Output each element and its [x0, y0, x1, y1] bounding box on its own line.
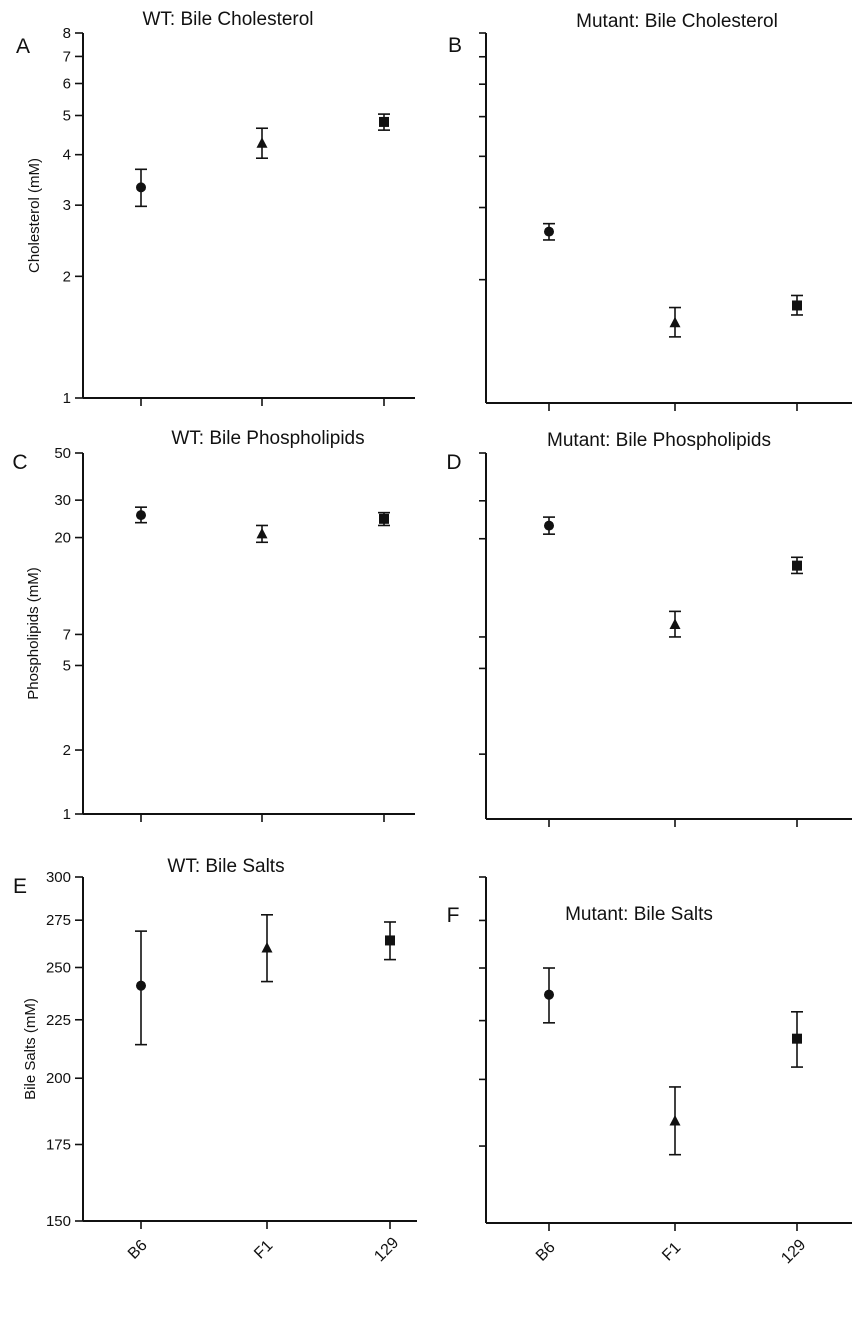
- y-tick-label: 5: [63, 107, 71, 124]
- data-point-129: [378, 113, 390, 131]
- y-tick-label: 275: [46, 912, 71, 929]
- x-tick-label: F1: [659, 1239, 684, 1264]
- data-point-b6: [135, 506, 147, 524]
- x-tick-label: 129: [778, 1236, 809, 1267]
- chart-panel-c: C WT: Bile Phospholipids 1 2 5 7 20 30 50 Phospho…: [12, 428, 415, 823]
- x-tick-label: 129: [371, 1234, 402, 1265]
- y-tick-label: 8: [63, 25, 71, 42]
- marker-circle: [544, 226, 554, 237]
- data-point-b6: [135, 930, 147, 1046]
- data-point-b6: [543, 967, 555, 1024]
- y-axis-title: Phospholipids (mM): [25, 567, 42, 700]
- y-tick-label: 3: [63, 197, 71, 214]
- marker-circle: [136, 182, 146, 193]
- y-tick-label: 225: [46, 1012, 71, 1029]
- marker-circle: [136, 510, 146, 521]
- y-tick-label: 1: [63, 806, 71, 823]
- marker-triangle: [669, 316, 681, 328]
- x-tick-label: B6: [125, 1237, 151, 1263]
- data-point-129: [791, 294, 803, 316]
- y-tick-label: 6: [63, 75, 71, 92]
- marker-triangle: [669, 618, 681, 629]
- data-point-b6: [543, 222, 555, 241]
- chart-title: WT: Bile Phospholipids: [171, 428, 364, 449]
- data-point-129: [791, 1011, 803, 1068]
- panel-label: C: [12, 451, 27, 474]
- marker-square: [792, 1033, 802, 1044]
- marker-circle: [544, 989, 554, 1000]
- y-tick-label: 175: [46, 1136, 71, 1153]
- y-axis-title: Cholesterol (mM): [26, 158, 43, 273]
- marker-square: [385, 935, 395, 946]
- y-tick-label: 250: [46, 959, 71, 976]
- chart-title: Mutant: Bile Salts: [565, 904, 713, 925]
- y-tick-label: 200: [46, 1070, 71, 1087]
- panel-label: A: [16, 35, 30, 58]
- y-tick-label: 30: [54, 492, 71, 509]
- data-point-129: [378, 511, 390, 527]
- y-tick-label: 300: [46, 869, 71, 886]
- y-axis-title: Bile Salts (mM): [22, 998, 39, 1100]
- marker-circle: [136, 980, 146, 991]
- y-tick-label: 4: [63, 147, 71, 164]
- y-tick-label: 150: [46, 1213, 71, 1230]
- chart-panel-b: B Mutant: Bile Cholesterol: [448, 11, 852, 411]
- panel-label: F: [447, 904, 460, 927]
- chart-panel-a: A WT: Bile Cholesterol 1 2 3 4 5 6 7 8 Cholesterol…: [16, 9, 415, 407]
- y-tick-label: 50: [54, 445, 71, 462]
- x-tick-label: F1: [251, 1237, 276, 1262]
- data-point-f1: [256, 524, 268, 544]
- marker-triangle: [256, 527, 268, 539]
- y-tick-label: 5: [63, 657, 71, 674]
- marker-square: [792, 560, 802, 571]
- data-point-f1: [669, 1086, 681, 1156]
- x-tick-label: B6: [533, 1239, 559, 1265]
- y-tick-label: 2: [63, 742, 71, 759]
- y-tick-label: 1: [63, 390, 71, 407]
- y-tick-label: 20: [54, 530, 71, 547]
- data-point-129: [791, 556, 803, 575]
- chart-title: WT: Bile Salts: [167, 856, 284, 877]
- data-point-b6: [543, 516, 555, 535]
- chart-title: Mutant: Bile Phospholipids: [547, 430, 771, 451]
- panel-label: E: [13, 875, 27, 898]
- chart-panel-d: D Mutant: Bile Phospholipids: [446, 430, 852, 827]
- chart-panel-f: F Mutant: Bile Salts B6 F1 129: [447, 876, 852, 1267]
- marker-triangle: [669, 1115, 681, 1126]
- data-point-f1: [261, 913, 273, 983]
- marker-square: [379, 513, 389, 524]
- chart-title: Mutant: Bile Cholesterol: [576, 11, 778, 32]
- marker-square: [379, 116, 389, 127]
- marker-triangle: [261, 942, 273, 953]
- panel-label: B: [448, 34, 462, 57]
- y-tick-label: 7: [63, 48, 71, 65]
- marker-triangle: [256, 137, 268, 148]
- data-point-f1: [669, 610, 681, 638]
- marker-circle: [544, 520, 554, 531]
- data-point-b6: [135, 168, 147, 208]
- data-point-f1: [669, 306, 681, 338]
- y-tick-label: 2: [63, 268, 71, 285]
- marker-square: [792, 300, 802, 311]
- data-point-f1: [256, 127, 268, 160]
- y-tick-label: 7: [63, 626, 71, 643]
- chart-title: WT: Bile Cholesterol: [142, 9, 313, 30]
- panel-label: D: [446, 451, 461, 474]
- chart-panel-e: E WT: Bile Salts 150 175 200 225 250 275 300 Bile…: [13, 856, 417, 1265]
- data-point-129: [384, 921, 396, 961]
